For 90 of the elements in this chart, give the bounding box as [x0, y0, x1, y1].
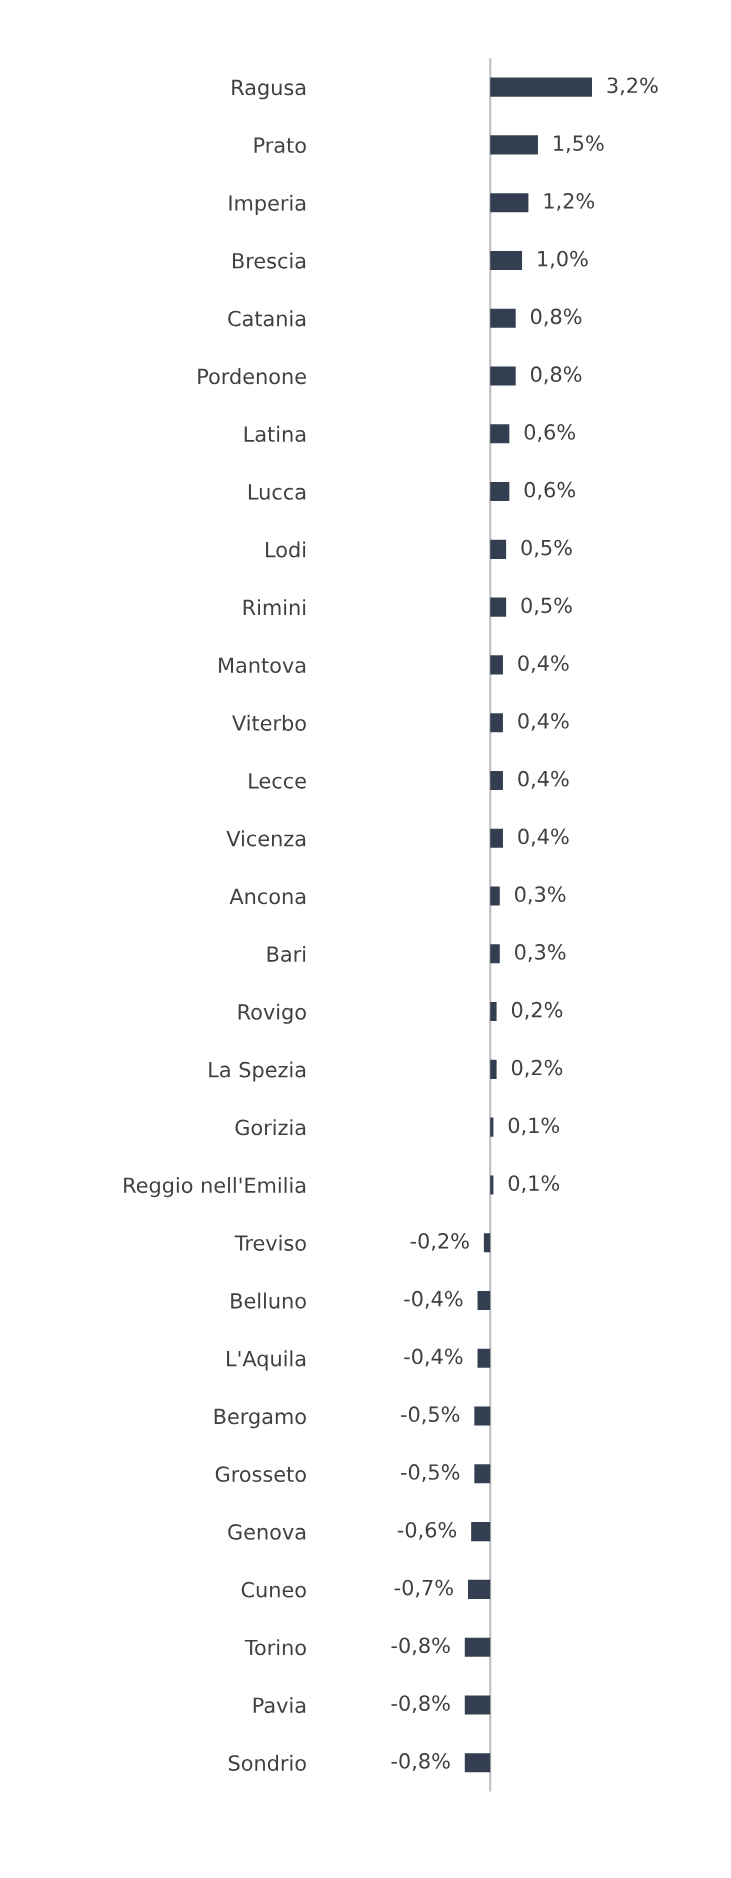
- y-tick-label: Pordenone: [198, 368, 306, 385]
- y-tick-label: Catania: [228, 310, 306, 327]
- y-tick-label: Treviso: [234, 1234, 306, 1251]
- data-label: 1,5%: [554, 135, 604, 154]
- bar: [474, 1406, 491, 1426]
- bar: [490, 135, 538, 155]
- y-tick-label: Ancona: [229, 888, 306, 905]
- y-tick-label: Latina: [244, 425, 306, 442]
- bar: [490, 77, 593, 97]
- bar: [490, 250, 523, 270]
- data-label: 0,3%: [515, 944, 566, 962]
- data-label: 0,2%: [511, 1059, 563, 1078]
- bar: [467, 1579, 491, 1599]
- bar: [490, 193, 529, 213]
- y-tick-label: Lucca: [248, 484, 306, 500]
- y-tick-label: Viterbo: [232, 714, 306, 731]
- bar: [490, 944, 500, 964]
- y-tick-label: Grosseto: [215, 1466, 306, 1483]
- data-label: 0,4%: [518, 828, 569, 847]
- y-tick-label: Rovigo: [238, 1003, 306, 1024]
- y-tick-label: Genova: [228, 1524, 306, 1540]
- data-label: 0,5%: [521, 539, 572, 558]
- data-label: 0,8%: [530, 308, 582, 327]
- data-label: -0,4%: [404, 1290, 463, 1309]
- bar: [490, 1059, 497, 1079]
- bar: [464, 1695, 491, 1715]
- bar: [490, 424, 510, 444]
- data-label: -0,6%: [397, 1521, 457, 1540]
- bar: [490, 539, 507, 559]
- y-tick-label: Reggio nell'Emilia: [124, 1177, 306, 1198]
- bar: [483, 1233, 491, 1253]
- bar: [477, 1348, 491, 1368]
- bar: [464, 1753, 491, 1773]
- bar: [477, 1290, 491, 1311]
- y-tick-label: Ragusa: [232, 79, 306, 100]
- data-label: -0,2%: [410, 1232, 469, 1251]
- bar: [490, 1117, 494, 1137]
- y-tick-label: Belluno: [231, 1292, 306, 1309]
- y-tick-label: Torino: [244, 1639, 306, 1656]
- y-tick-label: Bari: [267, 945, 306, 963]
- y-tick-label: Cuneo: [241, 1581, 306, 1598]
- bar: [490, 770, 503, 790]
- data-label: 0,3%: [515, 886, 566, 905]
- data-label: 0,4%: [518, 770, 569, 789]
- data-label: 1,2%: [544, 192, 595, 211]
- data-label: 0,6%: [524, 424, 575, 442]
- y-tick-label: Vicenza: [226, 830, 306, 847]
- data-label: 0,4%: [518, 655, 569, 674]
- data-label: -0,5%: [401, 1406, 460, 1425]
- y-tick-label: Lodi: [266, 541, 306, 558]
- y-tick-label: Brescia: [232, 252, 306, 269]
- data-label: -0,8%: [391, 1753, 450, 1771]
- bar: [490, 1002, 497, 1022]
- bar: [490, 597, 507, 617]
- y-tick-label: Pavia: [253, 1697, 306, 1714]
- bar: [490, 366, 516, 386]
- data-label: 0,5%: [521, 597, 572, 616]
- y-tick-label: Mantova: [219, 657, 306, 674]
- bar: [490, 482, 510, 502]
- data-label: 3,2%: [607, 77, 658, 96]
- bar: [490, 655, 503, 675]
- bar: [490, 1175, 494, 1195]
- y-tick-label: Lecce: [249, 773, 306, 789]
- data-label: 0,1%: [508, 1117, 560, 1136]
- y-tick-label: Rimini: [243, 599, 306, 616]
- y-tick-label: Prato: [254, 137, 306, 154]
- bar: [471, 1522, 491, 1542]
- y-tick-label: Sondrio: [228, 1754, 306, 1771]
- data-label: 1,0%: [538, 250, 588, 269]
- data-label: 0,6%: [524, 481, 575, 500]
- y-tick-label: Gorizia: [235, 1119, 306, 1136]
- bar: [490, 308, 516, 328]
- data-label: -0,8%: [391, 1695, 450, 1714]
- y-tick-label: La Spezia: [209, 1061, 306, 1082]
- data-label: -0,5%: [401, 1464, 460, 1482]
- y-tick-label: L'Aquila: [227, 1350, 306, 1371]
- bar: [490, 828, 503, 848]
- data-label: -0,7%: [394, 1579, 453, 1598]
- data-label: 0,8%: [530, 366, 582, 385]
- bar: [464, 1637, 491, 1657]
- bar: [490, 886, 500, 906]
- bar: [490, 713, 503, 733]
- data-label: 0,1%: [508, 1175, 560, 1194]
- bar: [474, 1464, 491, 1484]
- y-tick-label: Imperia: [229, 194, 306, 215]
- data-label: 0,2%: [511, 1001, 563, 1020]
- data-label: -0,4%: [404, 1348, 463, 1367]
- data-label: 0,4%: [518, 712, 569, 731]
- data-label: -0,8%: [391, 1637, 450, 1656]
- y-tick-label: Bergamo: [214, 1408, 306, 1429]
